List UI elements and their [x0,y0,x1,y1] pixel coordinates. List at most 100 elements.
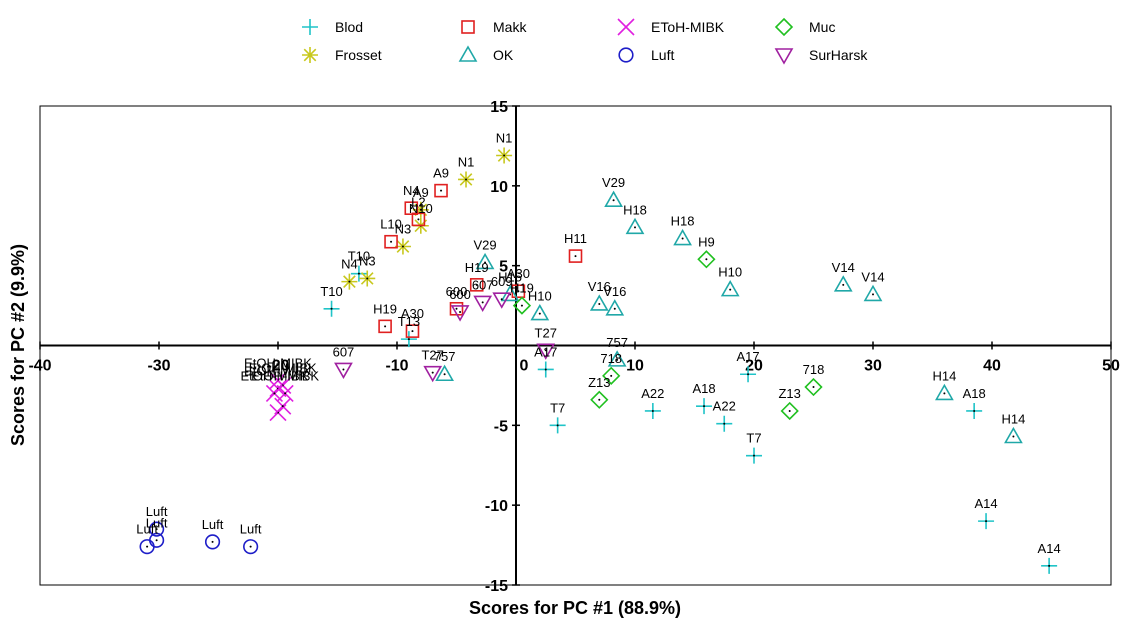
surharsk-point-label: 600 [449,287,471,302]
luft-point [204,534,221,550]
blod-point-center [544,368,547,371]
blod-point-center [703,405,706,408]
legend: Blod Frosset Makk OK EToH-MIBK Luft Muc SurHars… [302,17,868,65]
ok-point [604,190,623,208]
luft-point-label: Luft [136,522,158,537]
etoh-mibk-point-center [273,392,276,395]
muc-point [602,366,621,385]
etoh-mibk-point-label: EtOH-MIBK [244,356,312,371]
blod-point-center [753,454,755,457]
plot-area: -40 -30 -20 -10 0 10 20 30 40 50 15 10 5 -5 -10 -15 T10… [28,99,1120,595]
frosset-point-center [401,245,404,248]
legend-luft-marker [618,47,634,63]
muc-point-label: H9 [698,234,715,249]
surharsk-point [473,295,493,313]
blod-point-label: T10 [348,249,370,264]
legend-etoh-mibk-label: EToH-MIBK [651,19,725,35]
blod-point-label: A17 [736,349,759,364]
makk-point [469,278,484,292]
x-tick-label: 50 [1102,358,1120,375]
blod-point-label: T10 [320,284,342,299]
frosset-point-label: N3 [395,222,412,237]
makk-point-center [455,307,458,310]
surharsk-point [450,305,470,322]
y-tick-label: -5 [494,418,508,435]
luft-point-center [155,528,158,531]
surharsk-point [423,365,443,383]
muc-point [512,296,532,315]
ok-point-center [613,307,616,310]
luft-point-label: Luft [146,504,168,519]
x-tick-label: -40 [28,358,51,375]
makk-point-label: A30 [507,266,530,281]
ok-point-label: H18 [671,214,695,229]
legend-etoh-mibk-marker [617,18,635,36]
ok-point [475,252,495,270]
ok-point [607,350,627,367]
axis-ticks: -40 -30 -20 -10 0 10 20 30 40 50 15 10 5 -5 -10 -15 [28,99,1120,595]
frosset-point-label: N10 [409,201,433,216]
y-axis-title: Scores for PC #2 (9.9%) [8,244,28,446]
ok-point-label: H10 [528,289,552,304]
makk-point [411,212,426,227]
surharsk-point-label: T27 [421,348,443,363]
surharsk-point-label: 607 [333,344,355,359]
ok-point-label: V29 [473,237,496,252]
blod-point-center [330,307,333,310]
legend-frosset-marker [302,47,318,63]
makk-point-label: A30 [401,306,424,321]
surharsk-point-center [342,368,345,371]
makk-point-label: L10 [380,217,402,232]
muc-point-label: H19 [510,281,534,296]
legend-ok-marker [458,45,478,62]
muc-point [697,250,716,269]
blod-point-center [651,409,654,412]
luft-point [243,539,259,555]
ok-point-center [634,226,636,229]
etoh-mibk-point-label: EtOH-MIBK [240,368,308,383]
makk-point [568,249,583,263]
ok-point-center [612,199,615,202]
etoh-mibk-point-label: EtOH-MIBK [251,368,319,383]
makk-point-label: N4 [403,183,420,198]
frosset-point-center [366,277,369,280]
ok-point-center [681,237,684,240]
frosset-point-label: A9 [413,185,429,200]
surharsk-point-center [431,371,434,374]
etoh-mibk-point-center [281,405,284,408]
surharsk-point-center [500,298,503,301]
legend-muc-marker [774,17,794,37]
ok-point-center [943,392,946,395]
x-tick-label: 0 [520,358,529,375]
frosset-point-label: N1 [458,154,475,169]
ok-point [530,303,550,321]
x-tick-label: 20 [745,358,763,375]
x-tick-label: -10 [385,358,408,375]
x-tick-label: 10 [626,358,644,375]
ok-point [589,294,609,311]
ok-point-center [729,288,732,291]
ok-point-label: V29 [602,175,625,190]
frosset-point-center [419,208,422,211]
etoh-mibk-point-label: EtOH-MIBK [244,364,312,379]
ok-point-label: H14 [932,368,956,383]
luft-point [149,532,165,548]
legend-ok-label: OK [493,47,514,63]
luft-point-label: Luft [146,515,168,530]
legend-surharsk-label: SurHarsk [809,47,868,63]
blod-point-center [556,424,559,427]
makk-point-label: 600 [446,284,468,299]
blod-point-label: A17 [534,344,557,359]
luft-point-center [211,540,214,543]
luft-point-center [155,539,158,542]
frosset-point-label: N3 [359,253,376,268]
blod-point-center [723,422,726,425]
blod-point-center [1048,564,1051,567]
blod-point-label: A18 [692,381,715,396]
ok-point-label: V14 [832,260,855,275]
luft-point-label: Luft [240,522,262,537]
blod-point-center [747,373,750,376]
y-tick-label: -10 [485,498,508,515]
muc-point-label: 718 [600,351,622,366]
